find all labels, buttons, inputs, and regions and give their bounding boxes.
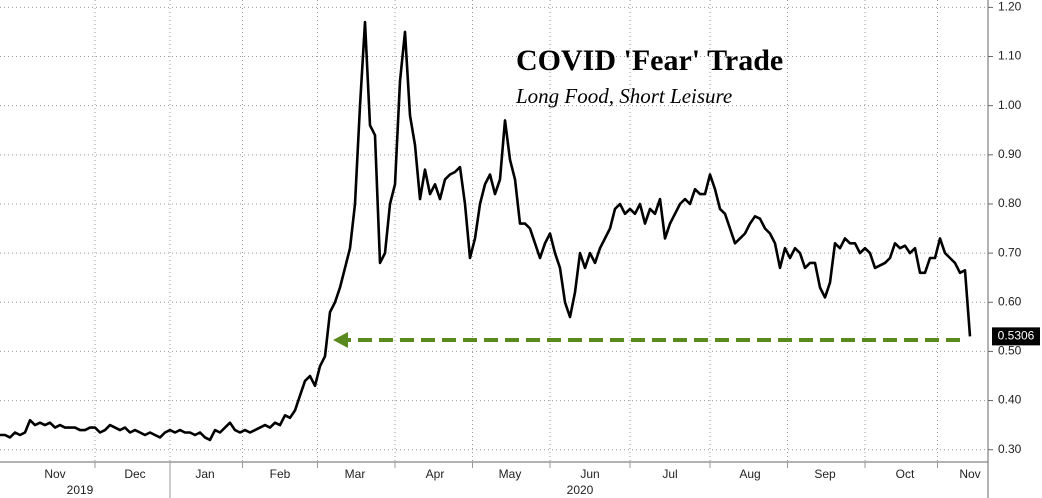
x-tick-label: Mar (345, 467, 366, 481)
x-tick-label: Nov (959, 467, 980, 481)
y-tick-label: 1.10 (998, 49, 1022, 63)
x-tick-label: Sep (814, 467, 836, 481)
x-tick-label: Apr (426, 467, 445, 481)
last-value-label: 0.5306 (998, 329, 1035, 343)
last-value-box (992, 327, 1040, 346)
y-tick-label: 1.00 (998, 98, 1022, 112)
arrow-head (333, 332, 348, 348)
y-tick-label: 0.30 (998, 442, 1022, 456)
x-tick-label: Feb (270, 467, 291, 481)
line (0, 20, 972, 442)
x-tick-label: May (499, 467, 522, 481)
y-tick-label: 0.60 (998, 294, 1022, 308)
y-tick-label: 0.70 (998, 245, 1022, 259)
x-tick-label: Dec (124, 467, 145, 481)
x-tick-label: Jan (195, 467, 214, 481)
y-tick-label: 0.90 (998, 147, 1022, 161)
x-tick-label: Jul (662, 467, 677, 481)
y-tick-label: 0.40 (998, 393, 1022, 407)
arrow (333, 332, 960, 348)
x-tick-label: Nov (44, 467, 65, 481)
x-tick-label: Oct (896, 467, 915, 481)
y-tick-label: 0.80 (998, 196, 1022, 210)
chart-title: COVID 'Fear' Trade (516, 44, 783, 77)
x-tick-label: Aug (739, 467, 760, 481)
y-tick-label: 1.20 (998, 0, 1022, 14)
x-group-label: 2019 (67, 483, 94, 497)
y-tick-label: 0.50 (998, 344, 1022, 358)
x-tick-label: Jun (580, 467, 599, 481)
chart-subtitle: Long Food, Short Leisure (515, 84, 732, 108)
x-group-label: 2020 (567, 483, 594, 497)
